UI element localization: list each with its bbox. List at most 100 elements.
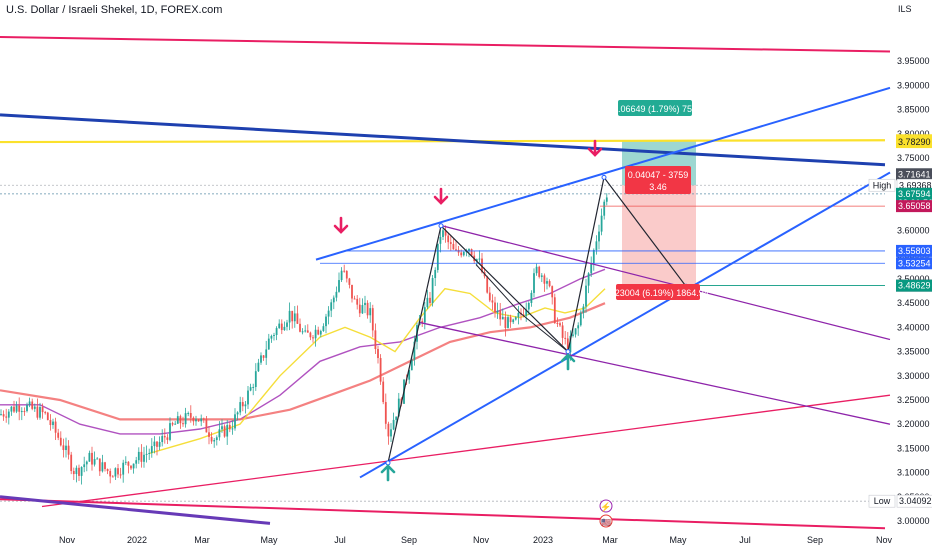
x-tick-label: Sep	[807, 535, 823, 545]
candle-body	[361, 305, 364, 314]
candle-body	[80, 467, 83, 476]
candle-body	[455, 249, 457, 251]
candle-body	[153, 441, 156, 447]
candle-body	[161, 436, 164, 443]
candle-body	[304, 330, 307, 332]
candle-body	[340, 270, 343, 281]
candle-body	[301, 331, 304, 333]
candle-body	[481, 258, 483, 273]
candle-body	[496, 310, 499, 313]
candle-body	[130, 465, 132, 469]
candle-body	[33, 406, 36, 409]
candle-body	[234, 414, 236, 429]
price-tag-value: 3.55803	[898, 246, 931, 256]
price-tag	[896, 168, 932, 181]
candle-body	[291, 310, 294, 322]
candle-body	[535, 266, 538, 274]
wave-point	[438, 223, 444, 229]
candle-body	[494, 302, 496, 313]
candle-body	[449, 242, 452, 244]
event-marker-circle	[599, 499, 613, 513]
ema-line-yellow	[149, 287, 606, 454]
candle-body	[28, 401, 31, 406]
candle-body	[553, 297, 556, 324]
candle-body	[135, 460, 138, 464]
candle-body	[111, 476, 114, 478]
candle-body	[379, 358, 382, 382]
descending-trendline-navy	[0, 113, 886, 167]
candle-body	[109, 471, 112, 477]
candle-body	[543, 275, 546, 284]
candle-body	[351, 284, 353, 299]
candle-body	[202, 418, 205, 420]
chart-title: U.S. Dollar / Israeli Shekel, 1D, FOREX.…	[6, 4, 223, 16]
candle-body	[192, 417, 195, 422]
candle-body	[546, 281, 548, 284]
candle-body	[338, 280, 340, 292]
candle-body	[182, 423, 184, 425]
wave-pattern-inner	[475, 264, 569, 352]
candle-body	[75, 467, 78, 475]
purple-channel-lower	[419, 321, 891, 425]
candle-body	[44, 412, 47, 414]
candle-body	[127, 461, 130, 466]
candle-body	[517, 312, 520, 318]
candle-body	[7, 411, 10, 418]
candle-body	[267, 338, 270, 350]
price-tag-high-label: High	[873, 180, 892, 190]
candle-body	[319, 330, 322, 335]
candle-body	[421, 321, 424, 323]
candle-body	[366, 302, 369, 316]
currency-label: ILS	[898, 4, 912, 14]
candle-body	[501, 316, 504, 320]
candle-body	[265, 349, 268, 358]
candle-body	[514, 317, 517, 320]
y-tick-label: 3.40000	[897, 322, 930, 332]
price-tag-low	[896, 494, 932, 508]
candle-body	[59, 437, 62, 446]
candle-body	[15, 405, 18, 412]
candle-body	[117, 468, 119, 475]
candle-body	[293, 313, 296, 322]
candle-body	[241, 402, 244, 407]
candle-body	[452, 243, 455, 250]
y-tick-label: 3.35000	[897, 347, 930, 357]
candle-body	[426, 297, 429, 308]
candle-body	[374, 330, 377, 350]
candle-body	[262, 355, 265, 358]
candle-body	[577, 325, 580, 329]
candle-body	[244, 404, 247, 407]
candle-body	[20, 411, 23, 413]
x-tick-label: May	[260, 535, 278, 545]
candle-body	[335, 291, 338, 298]
candle-body	[377, 349, 379, 359]
y-tick-label: 3.15000	[897, 443, 930, 453]
candle-body	[478, 258, 481, 260]
target-label: 0.06649 (1.79%) 750	[613, 104, 697, 114]
candle-body	[566, 338, 569, 353]
price-tag	[896, 136, 932, 149]
candle-body	[46, 412, 49, 421]
purple-channel-upper	[441, 225, 891, 341]
candle-body	[72, 471, 75, 475]
candle-body	[564, 337, 567, 339]
candle-body	[0, 414, 2, 416]
candle-body	[184, 413, 187, 425]
x-tick-label: Mar	[602, 535, 618, 545]
candle-body	[551, 286, 554, 298]
candle-body	[283, 326, 286, 331]
candle-body	[143, 454, 145, 462]
candle-body	[548, 281, 551, 287]
candle-body	[312, 337, 314, 339]
candle-body	[215, 437, 218, 441]
price-tag-low-label-box	[868, 494, 896, 508]
x-tick-label: 2022	[127, 535, 147, 545]
candle-body	[343, 270, 346, 272]
candle-body	[431, 278, 434, 304]
y-tick-label: 3.80000	[897, 129, 930, 139]
candle-body	[364, 302, 366, 306]
candle-body	[590, 263, 593, 274]
candle-body	[429, 297, 431, 304]
